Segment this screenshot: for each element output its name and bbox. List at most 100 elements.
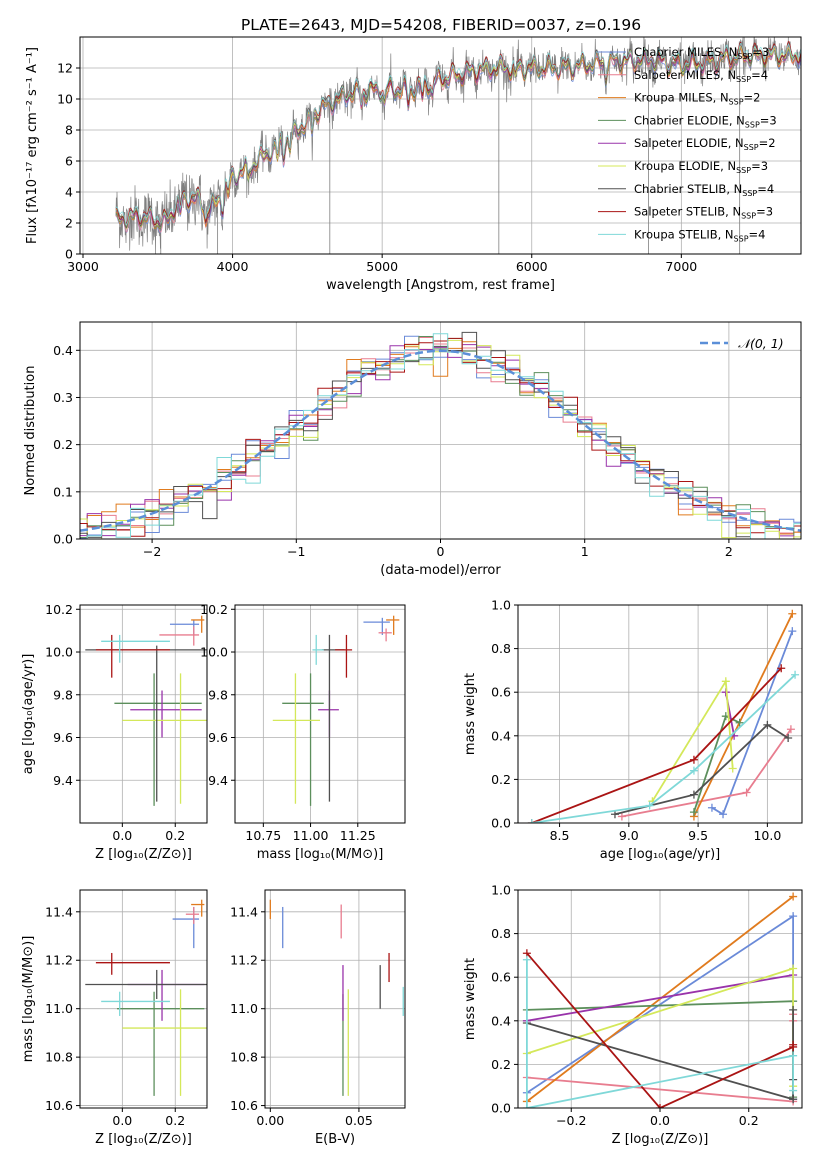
y-tick-label: 10.8 [230,1050,258,1065]
y-axis-label: mass [log₁₀(M/M⊙)] [21,936,36,1063]
plot-area [527,609,800,823]
x-tick-label: 8.5 [550,828,570,843]
legend-label: Salpeter STELIB, NSSP=3 [634,205,773,221]
weight-marker [689,808,698,817]
y-tick-label: 10 [57,92,73,107]
axes-mass_vs_Z [80,890,207,1108]
legend-label: Kroupa STELIB, NSSP=4 [634,227,765,243]
x-axis-label: E(B-V) [315,1132,355,1147]
y-tick-label: 12 [57,61,73,76]
weight-marker [721,677,730,686]
y-tick-label: 10.8 [45,1050,73,1065]
weight-marker [617,812,626,821]
y-tick-label: 9.4 [53,773,73,788]
axes-residuals [80,322,801,540]
axes-decoration-mass_vs_EBV: 0.00 0.05 10.6 10.8 11.0 11.2 11.4 E(B-V) [230,889,406,1147]
axes-decoration-age_vs_mass: 10.75 11.00 11.25 9.4 9.6 9.8 10.0 10.2 mass [lo… [200,602,406,862]
axes-frame [517,604,803,824]
x-tick-label: 0.05 [345,1113,373,1128]
y-tick-label: 11.0 [230,1001,258,1016]
y-tick-label: 0.2 [491,772,511,787]
y-tick-label: 0.8 [491,926,511,941]
y-tick-label: 10.0 [200,645,228,660]
x-tick-label: 4000 [217,259,249,274]
x-tick-label: 0.0 [112,1113,132,1128]
axes-frame [79,889,208,1109]
axes-age_vs_mass [235,605,405,823]
weight-marker [789,1040,798,1049]
weight-marker [789,1086,798,1095]
x-tick-label: 9.0 [619,828,639,843]
x-tick-label: −1 [287,544,305,559]
y-tick-label: 0.8 [491,641,511,656]
x-axis-label: mass [log₁₀(M/M⊙)] [257,847,384,862]
y-tick-label: 0.0 [491,816,511,831]
weight-marker [522,955,531,964]
axes-decoration-mass_vs_Z: 0.0 0.2 10.6 10.8 11.0 11.2 11.4 Z [log₁₀(Z/Z⊙)… [21,889,208,1147]
weight-line [651,678,734,802]
x-axis-label: Z [log₁₀(Z/Z⊙)] [95,847,192,862]
weight-marker [784,733,793,742]
weight-marker [791,670,800,679]
weight-marker [777,664,786,673]
legend-label: Chabrier MILES, NSSP=3 [634,45,769,61]
axes-decoration-massweight_vs_age: 8.5 9.0 9.5 10.0 0.0 0.2 0.4 0.6 0.8 1.0 age [log₁… [463,598,803,862]
y-tick-label: 11.4 [45,904,73,919]
legend-label: Chabrier STELIB, NSSP=4 [634,182,774,198]
y-tick-label: 9.8 [208,687,228,702]
x-tick-label: 9.5 [688,828,708,843]
plot-area [269,899,404,1096]
weight-marker [789,1005,798,1014]
y-tick-label: 0.2 [53,437,73,452]
spectrum-legend: Chabrier MILES, NSSP=3 Salpeter MILES, NS… [598,45,777,243]
weight-marker [742,788,751,797]
y-tick-label: 1.0 [491,598,511,613]
x-tick-label: 11.00 [293,828,329,843]
y-tick-label: 9.6 [208,730,228,745]
plot-area [85,899,207,1096]
x-tick-label: 11.25 [340,828,376,843]
weight-marker [522,1104,531,1108]
weight-marker [763,720,772,729]
weight-marker [689,755,698,764]
residual-histogram [80,333,801,539]
y-axis-label: age [log₁₀(age/yr)] [21,654,36,775]
axes-decoration-spectrum: 3000 4000 5000 6000 7000 0 2 4 6 8 10 12 wavelength … [25,36,802,293]
x-axis-label: (data-model)/error [380,563,501,578]
gaussian-reference-curve [80,349,801,532]
legend-label: Kroupa MILES, NSSP=2 [634,91,760,107]
legend-label: Chabrier ELODIE, NSSP=3 [634,113,777,129]
x-tick-label: −0.2 [556,1113,586,1128]
y-tick-label: 0.0 [491,1101,511,1116]
y-tick-label: 11.0 [45,1001,73,1016]
weight-marker [656,1104,664,1108]
axes-decoration-age_vs_Z: 0.0 0.2 9.4 9.6 9.8 10.0 10.2 Z [log₁₀(Z/Z⊙)] ag… [21,602,208,862]
y-tick-label: 10.6 [45,1098,73,1113]
weight-marker [689,766,698,775]
weight-marker [689,790,698,799]
legend-label: Salpeter ELODIE, NSSP=2 [634,136,776,152]
weight-marker [786,725,795,734]
axes-decoration-massweight_vs_Z: −0.2 0.0 0.2 0.0 0.2 0.4 0.6 0.8 1.0 Z [log₁₀(Z/Z… [463,883,803,1147]
y-tick-label: 0.4 [491,1013,511,1028]
axes-frame [234,604,406,824]
figure-title: PLATE=2643, MJD=54208, FIBERID=0037, z=0… [241,16,641,34]
x-axis-label: wavelength [Angstrom, rest frame] [326,278,555,293]
residuals-legend: 𝒩(0, 1) [700,336,784,351]
x-tick-label: 2 [725,544,733,559]
y-tick-label: 10.2 [45,602,73,617]
y-tick-label: 9.8 [53,687,73,702]
weight-marker [789,892,798,901]
plot-area [522,892,798,1108]
weight-marker [789,912,798,921]
y-tick-label: 10.2 [200,602,228,617]
x-tick-label: 10.75 [245,828,281,843]
axes-frame [264,889,406,1109]
plot-area [85,615,207,806]
plot-area [80,331,801,539]
weight-marker [789,964,798,973]
y-tick-label: 0.4 [491,728,511,743]
x-axis-label: age [log₁₀(age/yr)] [600,847,721,862]
y-tick-label: 11.2 [45,953,73,968]
